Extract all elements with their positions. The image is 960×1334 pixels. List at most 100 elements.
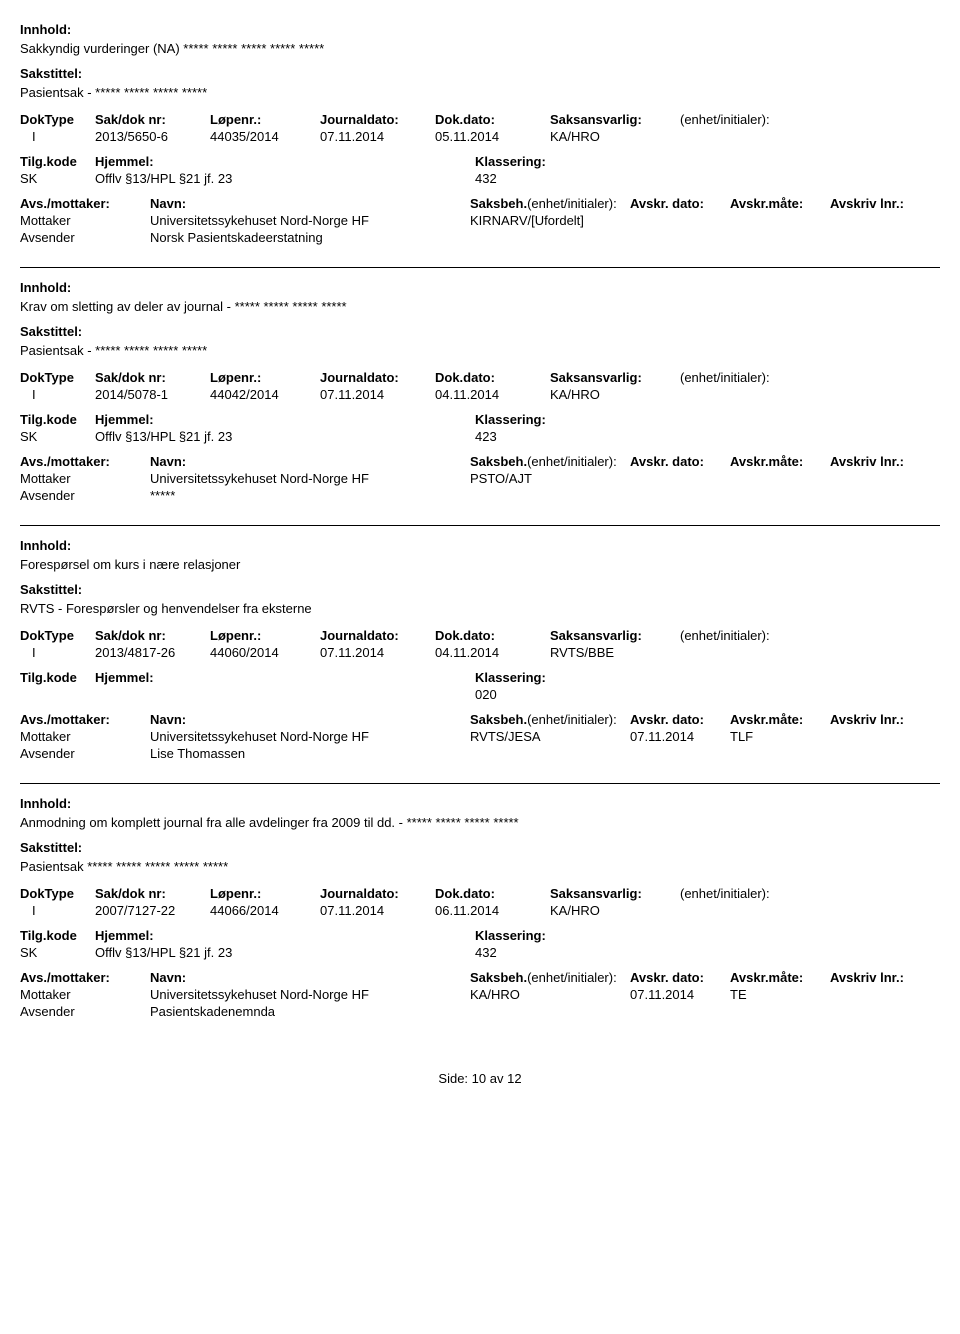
mottaker-role: Mottaker <box>20 729 150 744</box>
tilg-header-row: Tilg.kode Hjemmel: Klassering: <box>20 412 940 427</box>
sakstittel-label: Sakstittel: <box>20 66 940 81</box>
mottaker-navn: Universitetssykehuset Nord-Norge HF <box>150 471 470 486</box>
journaldato-label: Journaldato: <box>320 628 435 643</box>
avsender-role: Avsender <box>20 488 150 503</box>
lopenr-value: 44060/2014 <box>210 645 320 660</box>
saksbeh-label: Saksbeh.(enhet/initialer): <box>470 712 630 727</box>
innhold-text: Sakkyndig vurderinger (NA) ***** ***** *… <box>20 41 940 56</box>
meta-value-row: I 2014/5078-1 44042/2014 07.11.2014 04.1… <box>20 387 940 402</box>
avs-header-row: Avs./mottaker: Navn: Saksbeh.(enhet/init… <box>20 196 940 211</box>
hjemmel-label: Hjemmel: <box>95 412 475 427</box>
journaldato-label: Journaldato: <box>320 112 435 127</box>
tilgkode-label: Tilg.kode <box>20 154 95 169</box>
avskriv-lnr-value <box>830 987 930 1002</box>
sakdok-value: 2013/5650-6 <box>95 129 210 144</box>
mottaker-navn: Universitetssykehuset Nord-Norge HF <box>150 213 470 228</box>
journal-record: Innhold: Anmodning om komplett journal f… <box>20 784 940 1041</box>
saksansvarlig-value: KA/HRO <box>550 903 680 918</box>
doktype-value: I <box>20 387 95 402</box>
tilg-value-row: SK Offlv §13/HPL §21 jf. 23 423 <box>20 429 940 444</box>
mottaker-row: Mottaker Universitetssykehuset Nord-Norg… <box>20 471 940 486</box>
lopenr-label: Løpenr.: <box>210 112 320 127</box>
avsender-row: Avsender Pasientskadenemnda <box>20 1004 940 1019</box>
journaldato-label: Journaldato: <box>320 886 435 901</box>
tilgkode-label: Tilg.kode <box>20 412 95 427</box>
avsmottaker-label: Avs./mottaker: <box>20 712 150 727</box>
avskr-dato-label: Avskr. dato: <box>630 712 730 727</box>
saksansvarlig-label: Saksansvarlig: <box>550 886 680 901</box>
sakdok-value: 2013/4817-26 <box>95 645 210 660</box>
avskr-mate-label: Avskr.måte: <box>730 712 830 727</box>
saksbeh-value: KA/HRO <box>470 987 630 1002</box>
meta-header-row: DokType Sak/dok nr: Løpenr.: Journaldato… <box>20 628 940 643</box>
hjemmel-value: Offlv §13/HPL §21 jf. 23 <box>95 945 475 960</box>
saksbeh-label: Saksbeh.(enhet/initialer): <box>470 970 630 985</box>
avskr-dato-label: Avskr. dato: <box>630 196 730 211</box>
avskr-mate-label: Avskr.måte: <box>730 970 830 985</box>
klassering-value: 423 <box>475 429 775 444</box>
journal-record: Innhold: Sakkyndig vurderinger (NA) ****… <box>20 10 940 268</box>
lopenr-value: 44066/2014 <box>210 903 320 918</box>
saksansvarlig-label: Saksansvarlig: <box>550 370 680 385</box>
footer-page: 10 <box>472 1071 486 1086</box>
tilg-header-row: Tilg.kode Hjemmel: Klassering: <box>20 670 940 685</box>
doktype-value: I <box>20 903 95 918</box>
navn-label: Navn: <box>150 196 470 211</box>
saksbeh-value: KIRNARV/[Ufordelt] <box>470 213 630 228</box>
dokdato-value: 06.11.2014 <box>435 903 550 918</box>
tilgkode-label: Tilg.kode <box>20 928 95 943</box>
sakdok-label: Sak/dok nr: <box>95 112 210 127</box>
enhet-label: (enhet/initialer): <box>680 370 840 385</box>
avsmottaker-label: Avs./mottaker: <box>20 454 150 469</box>
navn-label: Navn: <box>150 454 470 469</box>
sakstittel-label: Sakstittel: <box>20 582 940 597</box>
footer-total: 12 <box>507 1071 521 1086</box>
klassering-label: Klassering: <box>475 928 775 943</box>
avsender-role: Avsender <box>20 230 150 245</box>
enhet-value <box>680 129 840 144</box>
meta-header-row: DokType Sak/dok nr: Løpenr.: Journaldato… <box>20 112 940 127</box>
hjemmel-value: Offlv §13/HPL §21 jf. 23 <box>95 171 475 186</box>
enhet-label: (enhet/initialer): <box>680 112 840 127</box>
klassering-value: 432 <box>475 171 775 186</box>
dokdato-label: Dok.dato: <box>435 886 550 901</box>
dokdato-label: Dok.dato: <box>435 370 550 385</box>
footer-side-label: Side: <box>438 1071 468 1086</box>
sakstittel-label: Sakstittel: <box>20 324 940 339</box>
enhet-label: (enhet/initialer): <box>680 628 840 643</box>
innhold-label: Innhold: <box>20 538 940 553</box>
tilg-header-row: Tilg.kode Hjemmel: Klassering: <box>20 928 940 943</box>
doktype-value: I <box>20 645 95 660</box>
avskr-dato-value: 07.11.2014 <box>630 987 730 1002</box>
journaldato-value: 07.11.2014 <box>320 129 435 144</box>
avskriv-lnr-value <box>830 729 930 744</box>
avskr-mate-value <box>730 213 830 228</box>
mottaker-navn: Universitetssykehuset Nord-Norge HF <box>150 987 470 1002</box>
avskr-mate-value: TLF <box>730 729 830 744</box>
avsender-navn: Lise Thomassen <box>150 746 470 761</box>
hjemmel-label: Hjemmel: <box>95 154 475 169</box>
hjemmel-value <box>95 687 475 702</box>
innhold-label: Innhold: <box>20 280 940 295</box>
avskriv-lnr-value <box>830 213 930 228</box>
journal-record: Innhold: Krav om sletting av deler av jo… <box>20 268 940 526</box>
mottaker-role: Mottaker <box>20 213 150 228</box>
tilgkode-value: SK <box>20 429 95 444</box>
avskr-dato-value <box>630 213 730 228</box>
saksansvarlig-value: KA/HRO <box>550 387 680 402</box>
journaldato-value: 07.11.2014 <box>320 645 435 660</box>
dokdato-value: 04.11.2014 <box>435 645 550 660</box>
doktype-label: DokType <box>20 112 95 127</box>
avsmottaker-label: Avs./mottaker: <box>20 970 150 985</box>
footer-av: av <box>490 1071 504 1086</box>
sakstittel-text: Pasientsak - ***** ***** ***** ***** <box>20 85 940 100</box>
mottaker-navn: Universitetssykehuset Nord-Norge HF <box>150 729 470 744</box>
avskr-mate-value: TE <box>730 987 830 1002</box>
avs-header-row: Avs./mottaker: Navn: Saksbeh.(enhet/init… <box>20 454 940 469</box>
doktype-value: I <box>20 129 95 144</box>
tilg-header-row: Tilg.kode Hjemmel: Klassering: <box>20 154 940 169</box>
avskr-mate-label: Avskr.måte: <box>730 196 830 211</box>
tilgkode-value: SK <box>20 945 95 960</box>
avskriv-lnr-label: Avskriv lnr.: <box>830 196 930 211</box>
meta-header-row: DokType Sak/dok nr: Løpenr.: Journaldato… <box>20 370 940 385</box>
